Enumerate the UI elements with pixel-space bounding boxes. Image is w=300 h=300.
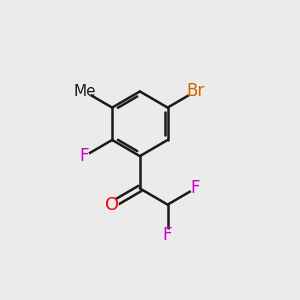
Text: F: F	[80, 147, 89, 165]
Text: F: F	[190, 179, 200, 197]
Circle shape	[191, 184, 200, 193]
Text: Br: Br	[186, 82, 205, 100]
Circle shape	[106, 199, 118, 211]
Circle shape	[163, 230, 172, 239]
Text: F: F	[163, 226, 172, 244]
Circle shape	[188, 85, 202, 98]
Circle shape	[78, 85, 91, 98]
Text: O: O	[105, 196, 119, 214]
Text: Me: Me	[73, 84, 96, 99]
Circle shape	[80, 152, 89, 161]
